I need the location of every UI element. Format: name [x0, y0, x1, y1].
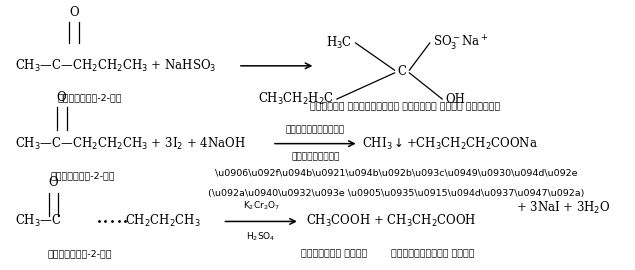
- Text: OH: OH: [445, 93, 465, 106]
- Text: O: O: [49, 176, 58, 190]
- Text: CH$_3$—C: CH$_3$—C: [15, 213, 62, 230]
- Text: एथेनोइक अम्ल: एथेनोइक अम्ल: [301, 249, 367, 258]
- Text: SO$_3^-$Na$^+$: SO$_3^-$Na$^+$: [433, 33, 488, 52]
- Text: सोडियम हाइड्रोजन सलफाइट योगज उत्पाद: सोडियम हाइड्रोजन सलफाइट योगज उत्पाद: [310, 103, 500, 112]
- Text: (\u092a\u0940\u0932\u093e \u0905\u0935\u0915\u094d\u0937\u0947\u092a): (\u092a\u0940\u0932\u093e \u0905\u0935\u…: [208, 190, 584, 198]
- Text: आयोडोफ़ॉर्म: आयोडोफ़ॉर्म: [286, 126, 345, 134]
- Text: CH$_3$CH$_2$H$_2$C: CH$_3$CH$_2$H$_2$C: [258, 91, 334, 107]
- Text: C: C: [398, 65, 406, 78]
- Text: K$_2$Cr$_2$O$_7$: K$_2$Cr$_2$O$_7$: [243, 200, 280, 212]
- Text: पेन्टेन-2-ओन: पेन्टेन-2-ओन: [57, 93, 122, 102]
- Text: प्रोपेनोइक अम्ल: प्रोपेनोइक अम्ल: [391, 249, 474, 258]
- Text: \u0906\u092f\u094b\u0921\u094b\u092b\u093c\u0949\u0930\u094d\u092e: \u0906\u092f\u094b\u0921\u094b\u092b\u09…: [215, 169, 577, 178]
- Text: O: O: [57, 90, 67, 104]
- Text: पेन्टेन-2-ओन: पेन्टेन-2-ओन: [51, 171, 116, 180]
- Text: O: O: [69, 6, 79, 19]
- Text: H$_2$SO$_4$: H$_2$SO$_4$: [246, 231, 276, 243]
- Text: CH$_2$CH$_2$CH$_3$: CH$_2$CH$_2$CH$_3$: [125, 213, 201, 230]
- Text: अभिक्रिया: अभिक्रिया: [291, 153, 340, 162]
- Text: CH$_3$COOH + CH$_3$CH$_2$COOH: CH$_3$COOH + CH$_3$CH$_2$COOH: [306, 213, 476, 230]
- Text: CHI$_3$$\downarrow$+CH$_3$CH$_2$CH$_2$COONa: CHI$_3$$\downarrow$+CH$_3$CH$_2$CH$_2$CO…: [362, 136, 538, 152]
- Text: H$_3$C: H$_3$C: [326, 35, 352, 51]
- Text: CH$_3$—C—CH$_2$CH$_2$CH$_3$ + NaHSO$_3$: CH$_3$—C—CH$_2$CH$_2$CH$_3$ + NaHSO$_3$: [15, 58, 217, 74]
- Text: पेन्टेन-2-ओन: पेन्टेन-2-ओन: [48, 249, 112, 258]
- Text: CH$_3$—C—CH$_2$CH$_2$CH$_3$ + 3I$_2$ + 4NaOH: CH$_3$—C—CH$_2$CH$_2$CH$_3$ + 3I$_2$ + 4…: [15, 136, 246, 152]
- Text: + 3NaI + 3H$_2$O: + 3NaI + 3H$_2$O: [516, 200, 611, 216]
